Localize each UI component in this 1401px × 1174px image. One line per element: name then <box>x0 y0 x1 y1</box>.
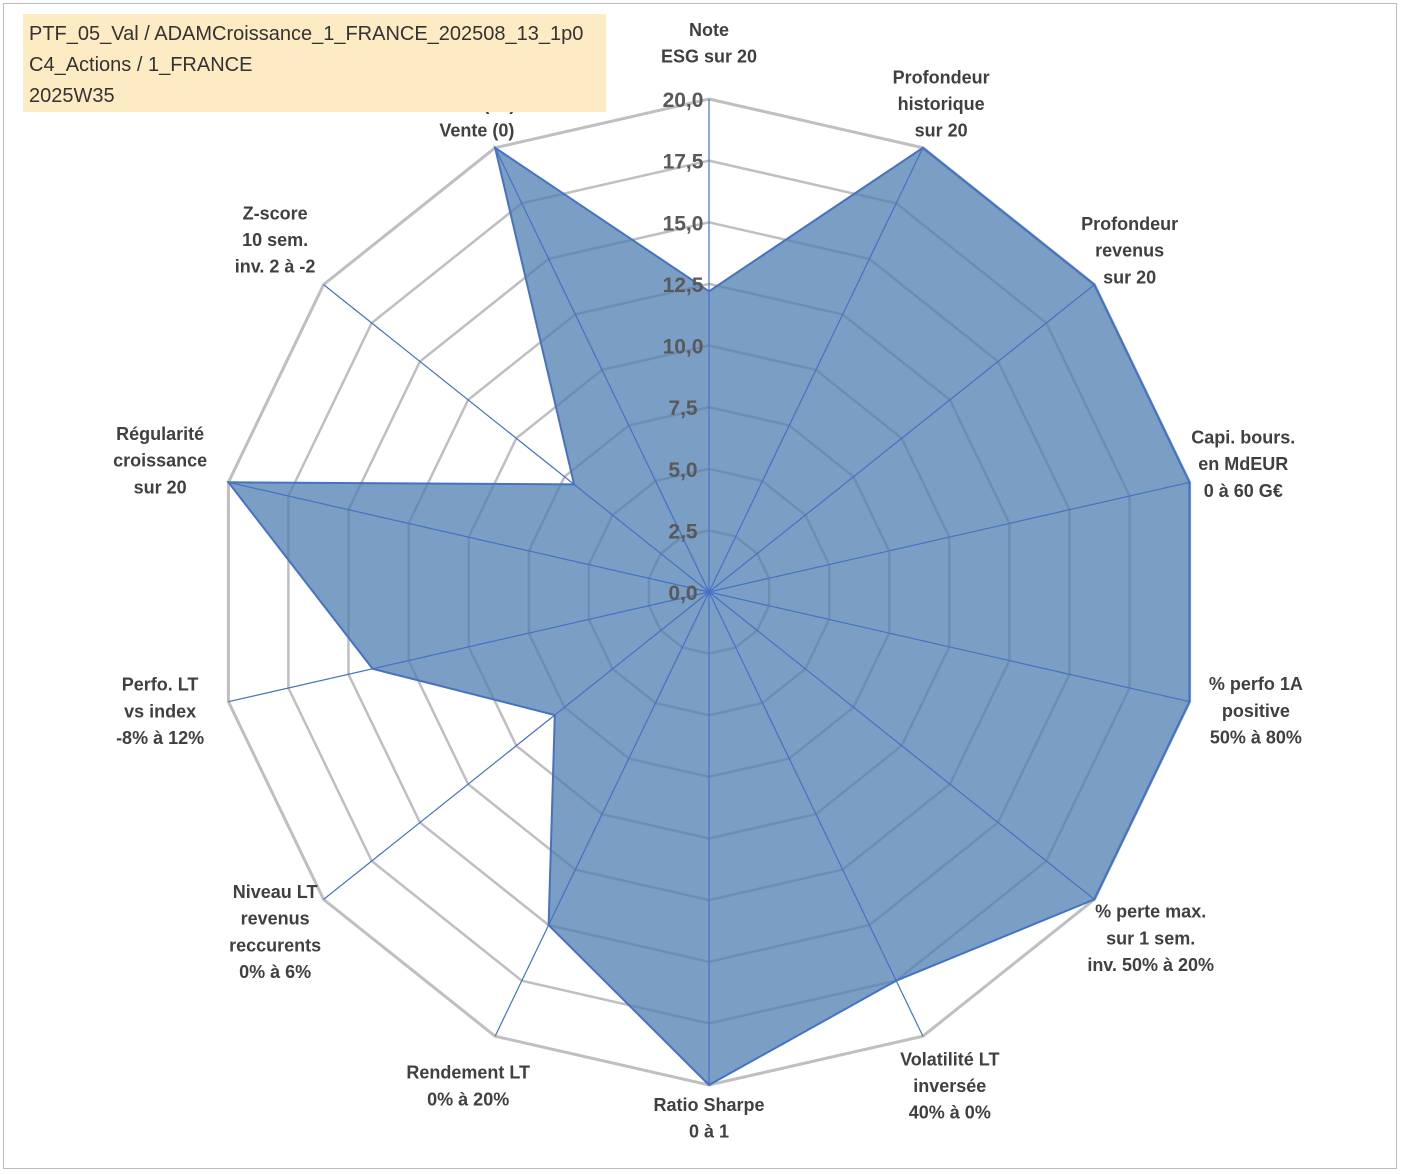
axis-label-line: inv. 50% à 20% <box>1087 955 1214 975</box>
axis-label-line: Note <box>689 20 729 40</box>
axis-label-line: Perfo. LT <box>122 675 199 695</box>
axis-label: Perfo. LT vs index -8% à 12% <box>116 675 204 748</box>
tick-label: 15,0 <box>663 212 704 235</box>
axis-label: % perte max. sur 1 sem. inv. 50% à 20% <box>1087 902 1214 975</box>
axis-label-line: historique <box>898 94 985 114</box>
axis-label-line: Profondeur <box>1081 214 1178 234</box>
axis-label-line: Profondeur <box>893 67 990 87</box>
axis-label-line: positive <box>1222 701 1290 721</box>
axis-label-line: inv. 2 à -2 <box>235 257 316 277</box>
axis-label: Rendement LT 0% à 20% <box>406 1063 530 1110</box>
tick-label: 0,0 <box>668 582 697 605</box>
axis-label: % perfo 1A positive 50% à 80% <box>1209 674 1303 747</box>
asset-class: C4_Actions / 1_FRANCE <box>29 54 253 76</box>
tick-label: 12,5 <box>663 274 704 297</box>
axis-spoke <box>708 591 924 1037</box>
axis-label: Note ESG sur 20 <box>661 20 757 67</box>
axis-spoke <box>228 591 710 703</box>
axis-labels: Note ESG sur 20 Profondeur historique sur 20… <box>113 20 1303 1142</box>
axis-label-line: 0% à 20% <box>427 1089 509 1109</box>
axis-spoke <box>708 284 1095 593</box>
axis-label-line: 0% à 6% <box>239 962 311 982</box>
axis-label-line: sur 20 <box>1103 267 1156 287</box>
axis-label-line: 50% à 80% <box>1210 728 1302 748</box>
axis-label-line: Niveau LT <box>233 882 318 902</box>
axis-label-line: 40% à 0% <box>909 1103 991 1123</box>
axis-spoke <box>708 147 924 593</box>
axis-label: Régularité croissance sur 20 <box>113 424 207 497</box>
radar-spokes <box>228 99 1190 1085</box>
axis-label: Volatilité LT inversée 40% à 0% <box>900 1049 999 1122</box>
tick-label: 17,5 <box>663 151 704 174</box>
tick-label: 2,5 <box>668 520 698 543</box>
axis-label-line: sur 20 <box>134 477 187 497</box>
axis-label-line: inversée <box>913 1076 986 1096</box>
axis-label-line: -8% à 12% <box>116 728 204 748</box>
axis-label: Capi. bours. en MdEUR 0 à 60 G€ <box>1191 427 1295 500</box>
axis-label-line: vs index <box>124 701 196 721</box>
axis-label-line: 10 sem. <box>242 230 308 250</box>
tick-label: 7,5 <box>668 397 698 420</box>
axis-label-line: reccurents <box>229 935 321 955</box>
axis-label-line: Ratio Sharpe <box>653 1095 764 1115</box>
axis-label-line: Vente (0) <box>439 121 514 141</box>
axis-label-line: revenus <box>1095 241 1164 261</box>
tick-label: 5,0 <box>668 459 697 482</box>
tick-label: 20,0 <box>663 89 704 112</box>
portfolio-name: PTF_05_Val / ADAMCroissance_1_FRANCE_202… <box>29 23 584 45</box>
axis-label: Profondeur historique sur 20 <box>893 67 990 140</box>
radial-tick-labels: 0,0 2,5 5,0 7,5 10,0 12,5 15,0 17,5 20,0 <box>663 89 704 605</box>
axis-label: Ratio Sharpe 0 à 1 <box>653 1095 764 1142</box>
axis-spoke <box>708 481 1190 593</box>
axis-spoke <box>494 147 710 593</box>
axis-spoke <box>708 591 1190 703</box>
axis-label-line: Régularité <box>116 424 204 444</box>
axis-label-line: sur 20 <box>915 121 968 141</box>
axis-label-line: croissance <box>113 451 207 471</box>
axis-label-line: % perfo 1A <box>1209 674 1303 694</box>
axis-label: Profondeur revenus sur 20 <box>1081 214 1178 287</box>
axis-spoke <box>494 591 710 1037</box>
axis-spoke <box>708 591 1095 900</box>
axis-spoke <box>228 481 710 593</box>
axis-label-line: en MdEUR <box>1198 454 1288 474</box>
axis-label-line: Z-score <box>243 203 308 223</box>
axis-label-line: revenus <box>241 909 310 929</box>
axis-label: Niveau LT revenus reccurents 0% à 6% <box>229 882 321 982</box>
week-label: 2025W35 <box>29 85 115 107</box>
axis-label-line: Volatilité LT <box>900 1049 999 1069</box>
axis-label-line: sur 1 sem. <box>1106 928 1195 948</box>
axis-label-line: 0 à 1 <box>689 1122 729 1142</box>
axis-label-line: ESG sur 20 <box>661 47 757 67</box>
axis-spoke <box>323 591 710 900</box>
axis-label-line: Capi. bours. <box>1191 427 1295 447</box>
tick-label: 10,0 <box>663 336 704 359</box>
axis-label-line: % perte max. <box>1095 902 1206 922</box>
axis-label: Z-score 10 sem. inv. 2 à -2 <box>235 203 316 276</box>
axis-label-line: 0 à 60 G€ <box>1204 481 1283 501</box>
axis-spoke <box>323 284 710 593</box>
info-box: PTF_05_Val / ADAMCroissance_1_FRANCE_202… <box>23 14 606 112</box>
axis-label-line: Rendement LT <box>406 1063 530 1083</box>
